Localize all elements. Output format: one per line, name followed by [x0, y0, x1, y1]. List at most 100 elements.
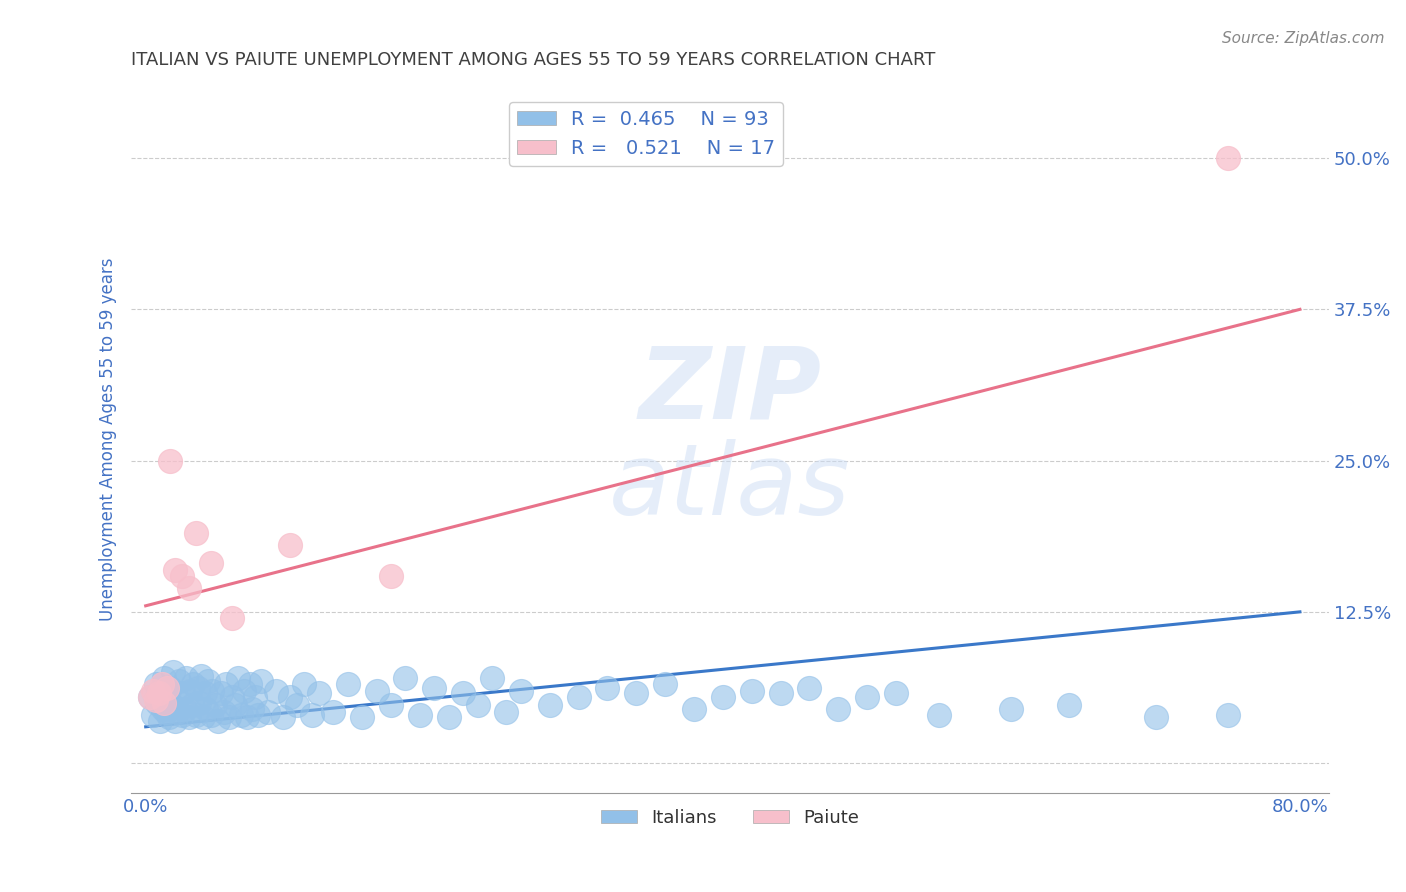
Point: [162, 665, 184, 680]
Point: [218, 710, 240, 724]
Point: [247, 707, 270, 722]
Point: [165, 690, 187, 704]
Point: [212, 706, 235, 720]
Point: [190, 669, 212, 683]
Point: [495, 706, 517, 720]
Point: [149, 714, 172, 728]
Point: [156, 681, 179, 695]
Point: [221, 611, 243, 625]
Point: [160, 698, 183, 712]
Point: [827, 701, 849, 715]
Point: [596, 681, 619, 695]
Point: [221, 690, 243, 704]
Point: [163, 562, 186, 576]
Point: [928, 707, 950, 722]
Point: [173, 701, 195, 715]
Point: [884, 686, 907, 700]
Point: [242, 701, 264, 715]
Point: [167, 673, 190, 688]
Point: [139, 690, 162, 704]
Point: [394, 672, 416, 686]
Point: [423, 681, 446, 695]
Point: [264, 683, 287, 698]
Point: [209, 686, 232, 700]
Point: [509, 683, 531, 698]
Point: [170, 568, 193, 582]
Point: [538, 698, 561, 712]
Point: [467, 698, 489, 712]
Point: [159, 681, 181, 695]
Point: [139, 690, 162, 704]
Point: [172, 686, 194, 700]
Point: [153, 696, 176, 710]
Point: [271, 710, 294, 724]
Point: [150, 677, 173, 691]
Point: [156, 686, 179, 700]
Point: [336, 677, 359, 691]
Point: [741, 683, 763, 698]
Point: [177, 710, 200, 724]
Point: [226, 672, 249, 686]
Y-axis label: Unemployment Among Ages 55 to 59 years: Unemployment Among Ages 55 to 59 years: [100, 258, 117, 621]
Point: [238, 677, 260, 691]
Point: [380, 568, 402, 582]
Point: [200, 557, 222, 571]
Point: [301, 707, 323, 722]
Point: [159, 453, 181, 467]
Point: [711, 690, 734, 704]
Point: [481, 672, 503, 686]
Text: ZIP: ZIP: [638, 343, 821, 440]
Point: [148, 686, 170, 700]
Text: atlas: atlas: [609, 440, 851, 536]
Point: [437, 710, 460, 724]
Point: [142, 707, 165, 722]
Point: [229, 707, 252, 722]
Point: [322, 706, 344, 720]
Point: [150, 683, 173, 698]
Point: [155, 706, 177, 720]
Point: [180, 698, 202, 712]
Point: [179, 683, 201, 698]
Point: [200, 707, 222, 722]
Point: [166, 706, 188, 720]
Point: [683, 701, 706, 715]
Point: [626, 686, 648, 700]
Point: [188, 696, 211, 710]
Point: [201, 683, 224, 698]
Point: [799, 681, 821, 695]
Point: [207, 714, 229, 728]
Point: [257, 706, 280, 720]
Point: [308, 686, 330, 700]
Point: [224, 698, 246, 712]
Point: [142, 683, 165, 698]
Point: [163, 714, 186, 728]
Point: [194, 686, 217, 700]
Point: [451, 686, 474, 700]
Point: [366, 683, 388, 698]
Point: [1000, 701, 1022, 715]
Point: [278, 690, 301, 704]
Point: [380, 698, 402, 712]
Point: [1057, 698, 1080, 712]
Point: [146, 696, 169, 710]
Point: [153, 672, 176, 686]
Point: [187, 681, 209, 695]
Point: [195, 701, 218, 715]
Point: [215, 677, 238, 691]
Point: [197, 673, 219, 688]
Point: [170, 707, 193, 722]
Point: [235, 710, 257, 724]
Point: [181, 677, 204, 691]
Point: [278, 538, 301, 552]
Text: ITALIAN VS PAIUTE UNEMPLOYMENT AMONG AGES 55 TO 59 YEARS CORRELATION CHART: ITALIAN VS PAIUTE UNEMPLOYMENT AMONG AGE…: [131, 51, 935, 69]
Point: [186, 707, 208, 722]
Point: [352, 710, 374, 724]
Text: Source: ZipAtlas.com: Source: ZipAtlas.com: [1222, 31, 1385, 46]
Point: [769, 686, 792, 700]
Point: [152, 701, 174, 715]
Point: [193, 710, 215, 724]
Point: [856, 690, 879, 704]
Point: [157, 710, 180, 724]
Point: [654, 677, 676, 691]
Point: [245, 690, 267, 704]
